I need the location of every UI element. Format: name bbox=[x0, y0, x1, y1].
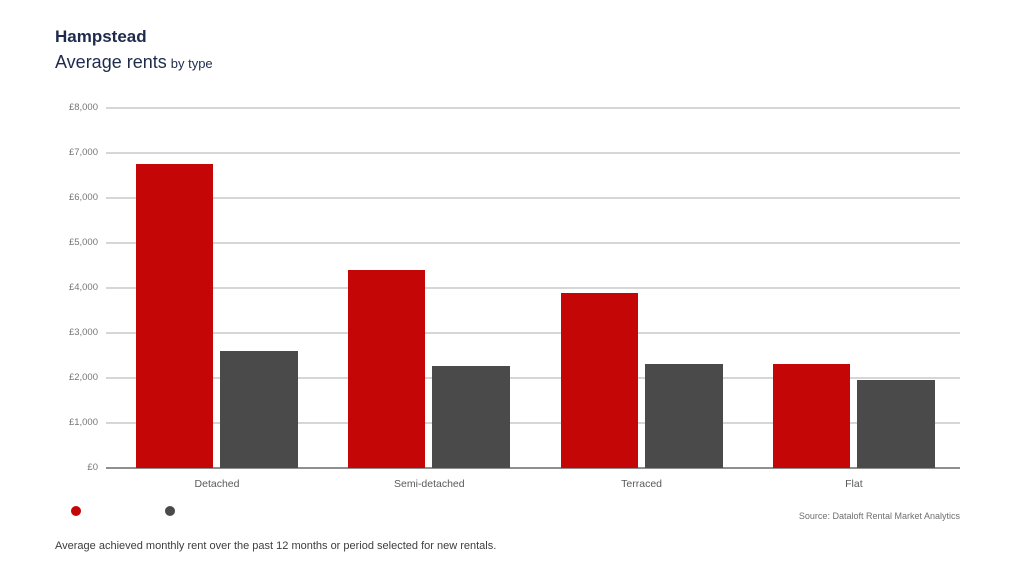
source-attribution: Source: Dataloft Rental Market Analytics bbox=[798, 511, 960, 521]
bar-terraced-grey bbox=[644, 364, 723, 468]
gridline bbox=[106, 287, 960, 289]
y-tick-label: £6,000 bbox=[68, 192, 98, 203]
gridline bbox=[106, 197, 960, 199]
legend-dot-grey bbox=[165, 506, 175, 516]
bar-terraced-red bbox=[560, 293, 638, 468]
gridline bbox=[106, 107, 960, 109]
y-tick-label: £7,000 bbox=[68, 147, 98, 158]
bar-semi-detached-red bbox=[348, 270, 426, 468]
y-tick-label: £0 bbox=[87, 462, 98, 473]
gridline bbox=[106, 242, 960, 244]
gridline bbox=[106, 332, 960, 334]
y-tick-label: £4,000 bbox=[68, 282, 98, 293]
bar-flat-grey bbox=[856, 380, 935, 468]
chart-caption: Average achieved monthly rent over the p… bbox=[55, 540, 497, 552]
plot-area bbox=[106, 107, 960, 469]
gridline bbox=[106, 467, 960, 469]
legend-dot-red bbox=[71, 506, 81, 516]
bar-detached-grey bbox=[220, 350, 298, 468]
bar-semi-detached-grey bbox=[432, 366, 511, 468]
y-tick-label: £1,000 bbox=[68, 417, 98, 428]
bar-detached-red bbox=[136, 164, 213, 468]
x-axis-label-semi-detached: Semi-detached bbox=[393, 478, 465, 490]
gridline bbox=[106, 152, 960, 154]
page-title: Hampstead bbox=[55, 27, 147, 46]
y-tick-label: £2,000 bbox=[68, 372, 98, 383]
x-axis-label-detached: Detached bbox=[194, 478, 240, 490]
chart-subtitle: Average rents by type bbox=[55, 52, 213, 73]
chart-header: Hampstead Average rents by type bbox=[55, 27, 213, 73]
bar-flat-red bbox=[772, 363, 850, 468]
y-tick-label: £8,000 bbox=[68, 102, 98, 113]
gridline bbox=[106, 377, 960, 379]
x-axis-label-terraced: Terraced bbox=[621, 478, 663, 490]
chart-subtitle-main: Average rents bbox=[55, 51, 167, 72]
chart-subtitle-suffix: by type bbox=[170, 55, 213, 71]
y-tick-label: £5,000 bbox=[68, 237, 98, 248]
gridline bbox=[106, 422, 960, 424]
x-axis-label-flat: Flat bbox=[845, 478, 863, 490]
y-tick-label: £3,000 bbox=[68, 327, 98, 338]
